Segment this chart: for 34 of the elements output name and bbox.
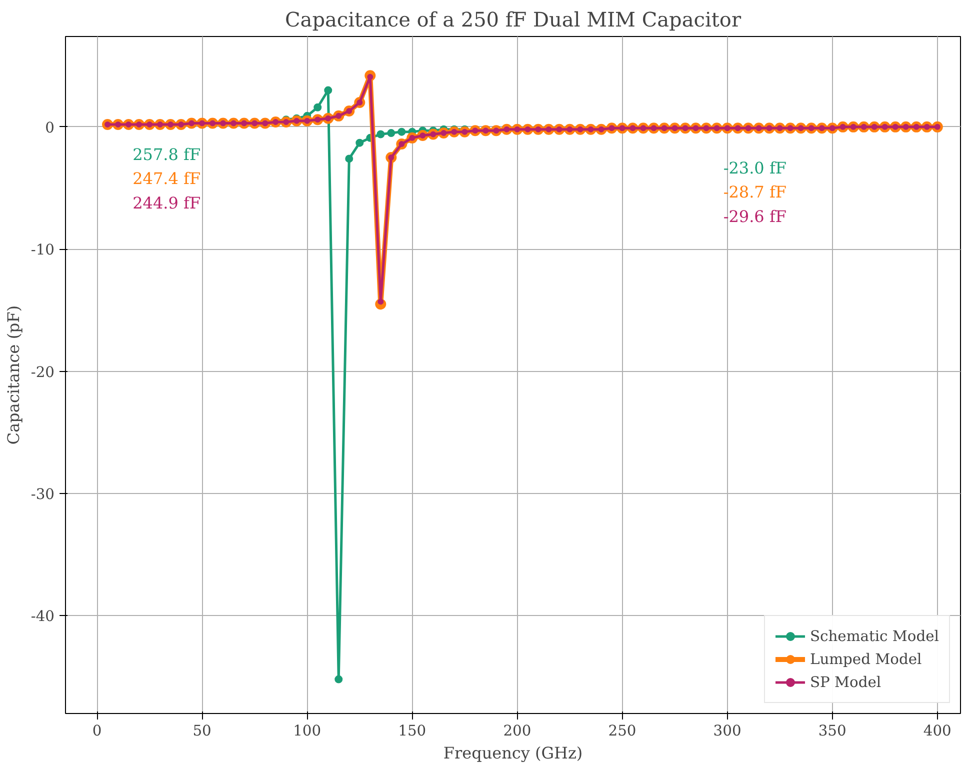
point <box>356 138 364 147</box>
annotation: -23.0 fF <box>723 158 786 178</box>
point <box>324 86 332 94</box>
x-tick-label: 400 <box>923 722 952 740</box>
y-tick-label: -40 <box>30 608 55 626</box>
x-tick-label: 0 <box>92 722 102 740</box>
chart-title: Capacitance of a 250 fF Dual MIM Capacitor <box>284 8 742 32</box>
x-tick-label: 50 <box>192 722 212 740</box>
annotation: 244.9 fF <box>132 194 201 213</box>
y-tick-label: 0 <box>45 119 55 136</box>
point <box>376 130 385 138</box>
legend-label: Lumped Model <box>810 650 922 668</box>
x-tick-label: 100 <box>293 722 322 740</box>
point <box>314 103 322 112</box>
annotation: 257.8 fF <box>132 144 201 164</box>
y-tick-label: -20 <box>30 364 55 381</box>
legend-label: SP Model <box>810 674 882 690</box>
x-tick-label: 200 <box>503 722 532 740</box>
point <box>345 154 354 163</box>
x-tick-label: 300 <box>713 722 742 740</box>
x-axis-title: Frequency (GHz) <box>443 744 583 762</box>
y-axis-title: Capacitance (pF) <box>4 305 23 445</box>
y-tick-label: -10 <box>30 242 55 259</box>
point <box>387 129 396 138</box>
legend-label: Schematic Model <box>810 628 939 644</box>
x-tick-label: 350 <box>818 722 846 740</box>
x-tick-label: 150 <box>398 722 426 740</box>
x-tick-label: 250 <box>608 722 636 740</box>
annotation: -28.7 fF <box>723 182 786 202</box>
annotation: -29.6 fF <box>723 207 786 226</box>
point <box>334 675 343 684</box>
y-tick-label: -30 <box>30 486 55 504</box>
annotation: 247.4 fF <box>132 169 201 188</box>
point <box>398 128 406 136</box>
